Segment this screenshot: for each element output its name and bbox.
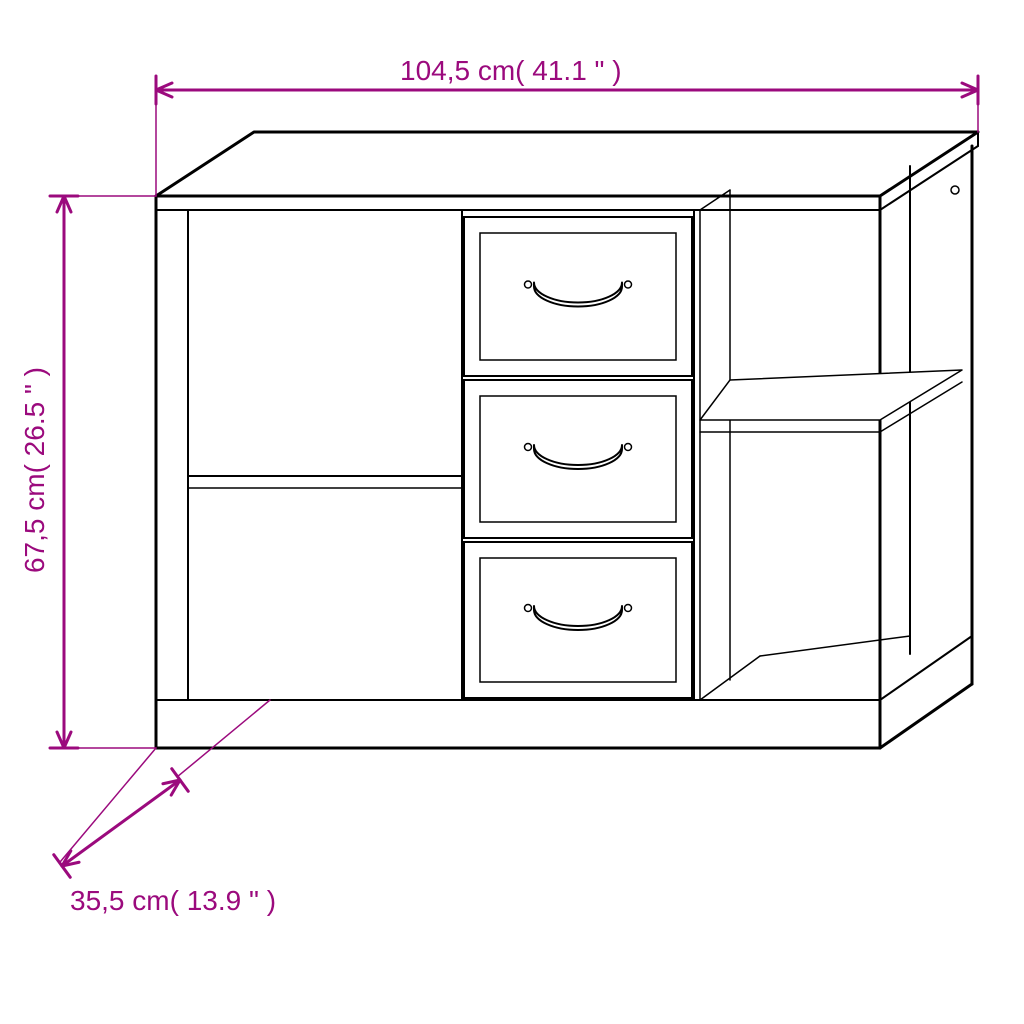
drawer bbox=[464, 380, 692, 538]
dimension-width-label: 104,5 cm( 41.1 " ) bbox=[400, 55, 622, 86]
dimension-depth-label: 35,5 cm( 13.9 " ) bbox=[70, 885, 276, 916]
cable-hole bbox=[951, 186, 959, 194]
furniture-diagram bbox=[156, 132, 978, 748]
drawer bbox=[464, 217, 692, 376]
drawer bbox=[464, 542, 692, 698]
dimension-height-label: 67,5 cm( 26.5 " ) bbox=[19, 367, 50, 573]
